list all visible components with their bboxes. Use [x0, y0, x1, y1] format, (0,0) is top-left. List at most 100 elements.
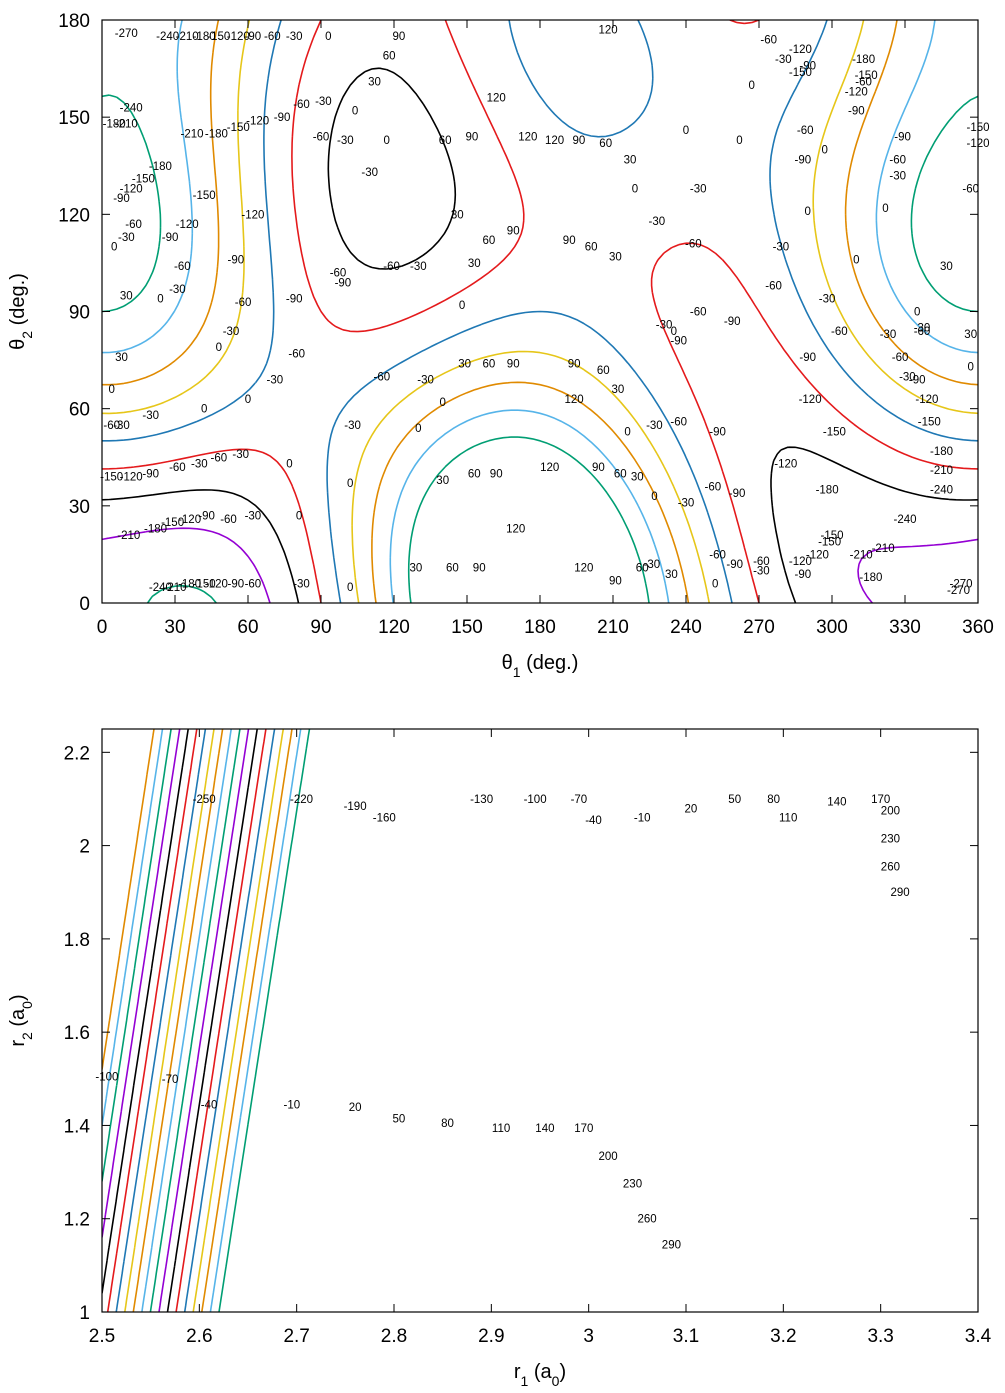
contour-label: 120	[599, 25, 618, 37]
contour-label: -250	[193, 794, 216, 806]
contour-label: 0	[157, 294, 163, 306]
contour-label: -90	[729, 488, 746, 500]
contour-label: 60	[614, 468, 627, 480]
contour-label: -90	[198, 511, 215, 523]
contour-label: -100	[524, 794, 547, 806]
contour-label: -150	[193, 579, 216, 591]
contour-label: -30	[293, 579, 310, 591]
contour-line--40	[124, 729, 215, 1312]
contour-label: 60	[383, 51, 396, 63]
contour-label: 0	[439, 397, 445, 409]
contour-label: -150	[789, 67, 812, 79]
contour-label: 90	[507, 226, 520, 238]
y-tick-label: 30	[69, 497, 90, 518]
contour-label: 20	[685, 803, 698, 815]
contour-line--60	[102, 67, 978, 603]
contour-label: -120	[120, 183, 143, 195]
contour-label: -120	[915, 394, 938, 406]
contour-label: -270	[949, 579, 972, 591]
contour-label: 30	[665, 569, 678, 581]
contour-label: -150	[100, 472, 123, 484]
ticks: 0 30 60 90 120 150 180 210 240 270 300 330 360030609…	[58, 11, 994, 638]
ticks: 2.5 2.6 2.7 2.8 2.9 3 3.1 3.2 3.3 3.4 1 1.2 1.4 1.6 1.…	[64, 729, 992, 1347]
contour-label: -60	[760, 34, 777, 46]
contour-label: -60	[103, 420, 120, 432]
contour-label: 290	[891, 887, 910, 899]
contour-label: -90	[799, 60, 816, 72]
contour-label: 90	[507, 358, 520, 370]
contour-label: -120	[806, 549, 829, 561]
contour-label: -30	[286, 31, 303, 43]
contour-label: 0	[683, 125, 689, 137]
contour-label: -60	[962, 183, 979, 195]
contour-line-120	[102, 94, 978, 603]
contour-label: 30	[940, 261, 953, 273]
x-tick-label: 2.6	[186, 1326, 212, 1347]
contour-label: 80	[767, 794, 780, 806]
contour-label: 30	[624, 154, 637, 166]
contour-line-20	[141, 729, 232, 1312]
contour-line-170	[183, 729, 276, 1312]
contour-label: -180	[144, 524, 167, 536]
y-tick-label: 60	[69, 400, 90, 421]
contour-label: -210	[115, 119, 138, 131]
contour-label: -60	[174, 261, 191, 273]
contour-label: -180	[178, 579, 201, 591]
contour-label: 200	[599, 1151, 618, 1163]
x-tick-label: 30	[164, 617, 185, 638]
contour-label: -60	[690, 307, 707, 319]
x-tick-label: 2.8	[381, 1326, 407, 1347]
contour-label: 110	[492, 1123, 510, 1135]
contour-label: -60	[670, 417, 687, 429]
contour-label: -90	[245, 31, 262, 43]
contour-label: -60	[914, 326, 931, 338]
contour-label: -120	[789, 556, 812, 568]
contour-label: -150	[820, 530, 843, 542]
contour-label: -90	[274, 112, 291, 124]
contour-label: 120	[518, 132, 537, 144]
contour-label: -30	[245, 511, 262, 523]
contour-label: 0	[347, 478, 353, 490]
contour-label: 0	[383, 135, 389, 147]
contour-label: -120	[205, 579, 228, 591]
contour-label: -90	[848, 106, 865, 118]
contour-label: 30	[631, 472, 644, 484]
x-tick-label: 3.4	[965, 1326, 992, 1347]
contour-label: 90	[609, 575, 622, 587]
contour-label: 90	[490, 468, 503, 480]
contour-label: 0	[347, 582, 353, 594]
contour-label: 0	[967, 362, 973, 374]
contour-label: -70	[571, 794, 588, 806]
contour-line-80	[158, 729, 250, 1312]
contour-label: 0	[748, 80, 754, 92]
contour-label: 110	[779, 813, 797, 825]
y-tick-label: 1	[79, 1303, 90, 1324]
contour-label: 90	[466, 132, 479, 144]
contour-label: -30	[753, 566, 770, 578]
x-tick-label: 240	[670, 617, 702, 638]
contour-label: -30	[223, 326, 240, 338]
angle-contour-panel: -270 -240-210-180-150-120-90 -60 -30 0 906030…	[7, 11, 994, 680]
contour-label: -120	[774, 459, 797, 471]
contour-label: 120	[574, 562, 593, 574]
contour-label: -210	[930, 465, 953, 477]
contour-label: 30	[410, 562, 423, 574]
contour-label: 20	[349, 1102, 362, 1114]
contour-label: 0	[736, 135, 742, 147]
contour-label: 0	[245, 394, 251, 406]
contour-label: -60	[797, 125, 814, 137]
contour-label: -60	[373, 371, 390, 383]
contour-label: -30	[646, 420, 663, 432]
contour-label: -270	[947, 585, 970, 597]
contour-label: -30	[344, 420, 361, 432]
contour-line--190	[102, 729, 172, 1182]
x-tick-label: 3	[583, 1326, 594, 1347]
contour-label: -180	[816, 485, 839, 497]
contour-label: -150	[227, 122, 250, 134]
contour-label: 120	[565, 394, 584, 406]
y-tick-label: 1.2	[64, 1210, 90, 1231]
contour-label: 260	[881, 862, 900, 874]
y-tick-label: 1.6	[64, 1023, 90, 1044]
contour-label: 60	[599, 138, 612, 150]
contour-label: 90	[473, 562, 486, 574]
